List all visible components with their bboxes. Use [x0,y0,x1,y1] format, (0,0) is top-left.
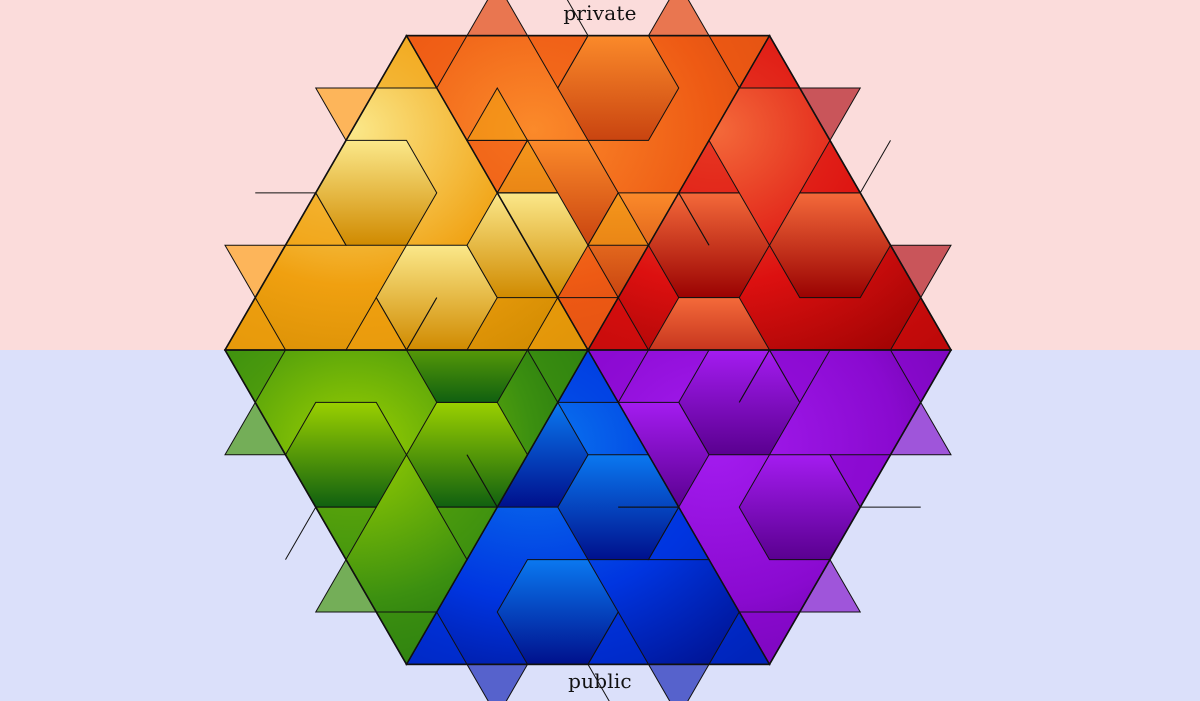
grid-segment [678,192,710,246]
grid-segment [738,349,770,403]
grid-segment [406,297,438,351]
grid-segment [566,0,589,36]
grid-segment [587,664,610,701]
small-triangle [587,191,650,246]
public-label: public [568,669,632,693]
small-triangle [466,87,529,141]
outer-hexagon-border [224,34,952,666]
private-label: private [563,1,637,25]
grid-segment [466,454,498,508]
grid-segment [285,506,317,560]
grid-lines [223,0,953,701]
grid-segment [859,140,891,194]
